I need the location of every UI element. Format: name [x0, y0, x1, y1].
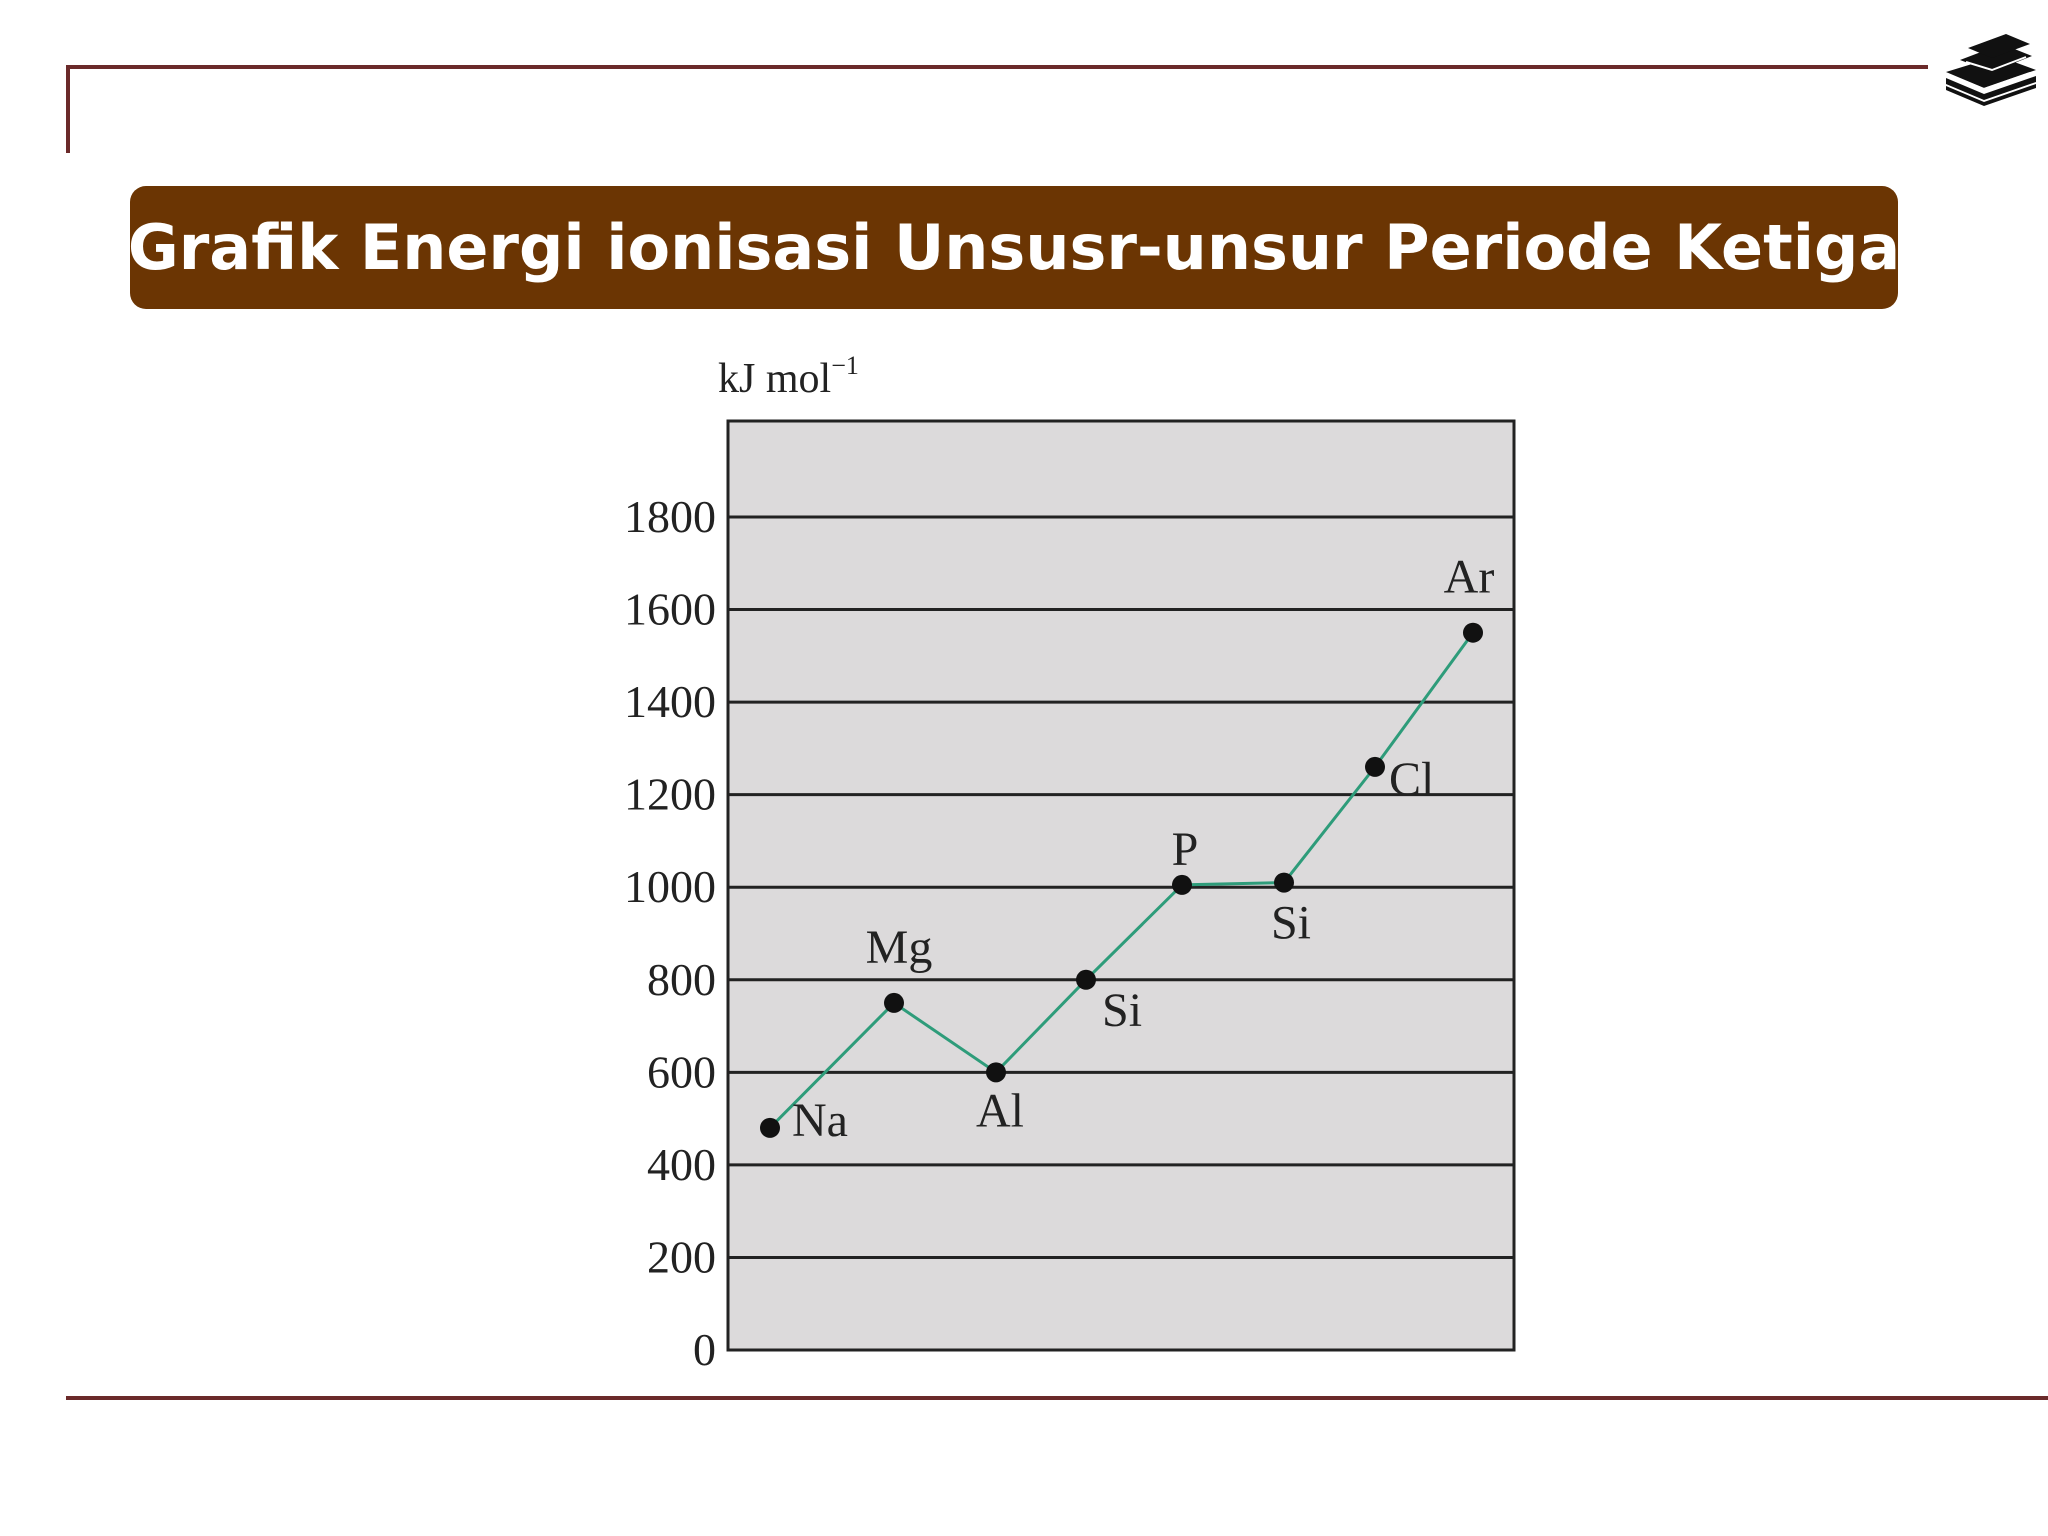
y-tick-label: 0 [693, 1324, 716, 1375]
bottom-rule [66, 1396, 2048, 1400]
data-point-si [1076, 969, 1096, 990]
y-tick-label: 1400 [624, 676, 716, 727]
point-label-cl: Cl [1389, 753, 1434, 806]
stacked-books-icon [1946, 34, 2036, 106]
y-tick-label: 1600 [624, 584, 716, 635]
point-label-ar: Ar [1444, 551, 1495, 604]
y-tick-label: 600 [647, 1046, 716, 1097]
data-point-ar [1463, 622, 1483, 643]
y-tick-label: 800 [647, 954, 716, 1005]
y-tick-label: 1000 [624, 861, 716, 912]
point-label-si: Si [1271, 897, 1311, 950]
top-left-rule [66, 65, 70, 153]
page-title: Grafik Energi ionisasi Unsusr-unsur Peri… [127, 211, 1901, 284]
title-banner: Grafik Energi ionisasi Unsusr-unsur Peri… [127, 186, 1901, 309]
data-point-al [986, 1062, 1006, 1083]
plot-area [726, 419, 1516, 1352]
data-point-mg [884, 992, 904, 1013]
point-label-al: Al [976, 1084, 1024, 1137]
point-label-si: Si [1102, 984, 1142, 1037]
y-tick-label: 1800 [624, 491, 716, 542]
point-label-na: Na [792, 1094, 848, 1147]
data-point-si [1274, 872, 1294, 893]
y-tick-label: 200 [647, 1231, 716, 1282]
top-rule [66, 65, 1928, 69]
y-axis-unit-label: kJ mol−1 [718, 351, 859, 402]
y-axis-unit-sup: −1 [831, 351, 859, 380]
y-tick-label: 1200 [624, 769, 716, 820]
data-point-cl [1365, 756, 1385, 777]
point-label-p: P [1172, 823, 1199, 876]
data-point-na [760, 1117, 780, 1138]
y-tick-label: 400 [647, 1139, 716, 1190]
data-point-p [1172, 874, 1192, 895]
series-line [768, 631, 1475, 1129]
y-axis-unit-main: kJ mol [718, 356, 831, 402]
point-label-mg: Mg [866, 921, 933, 974]
